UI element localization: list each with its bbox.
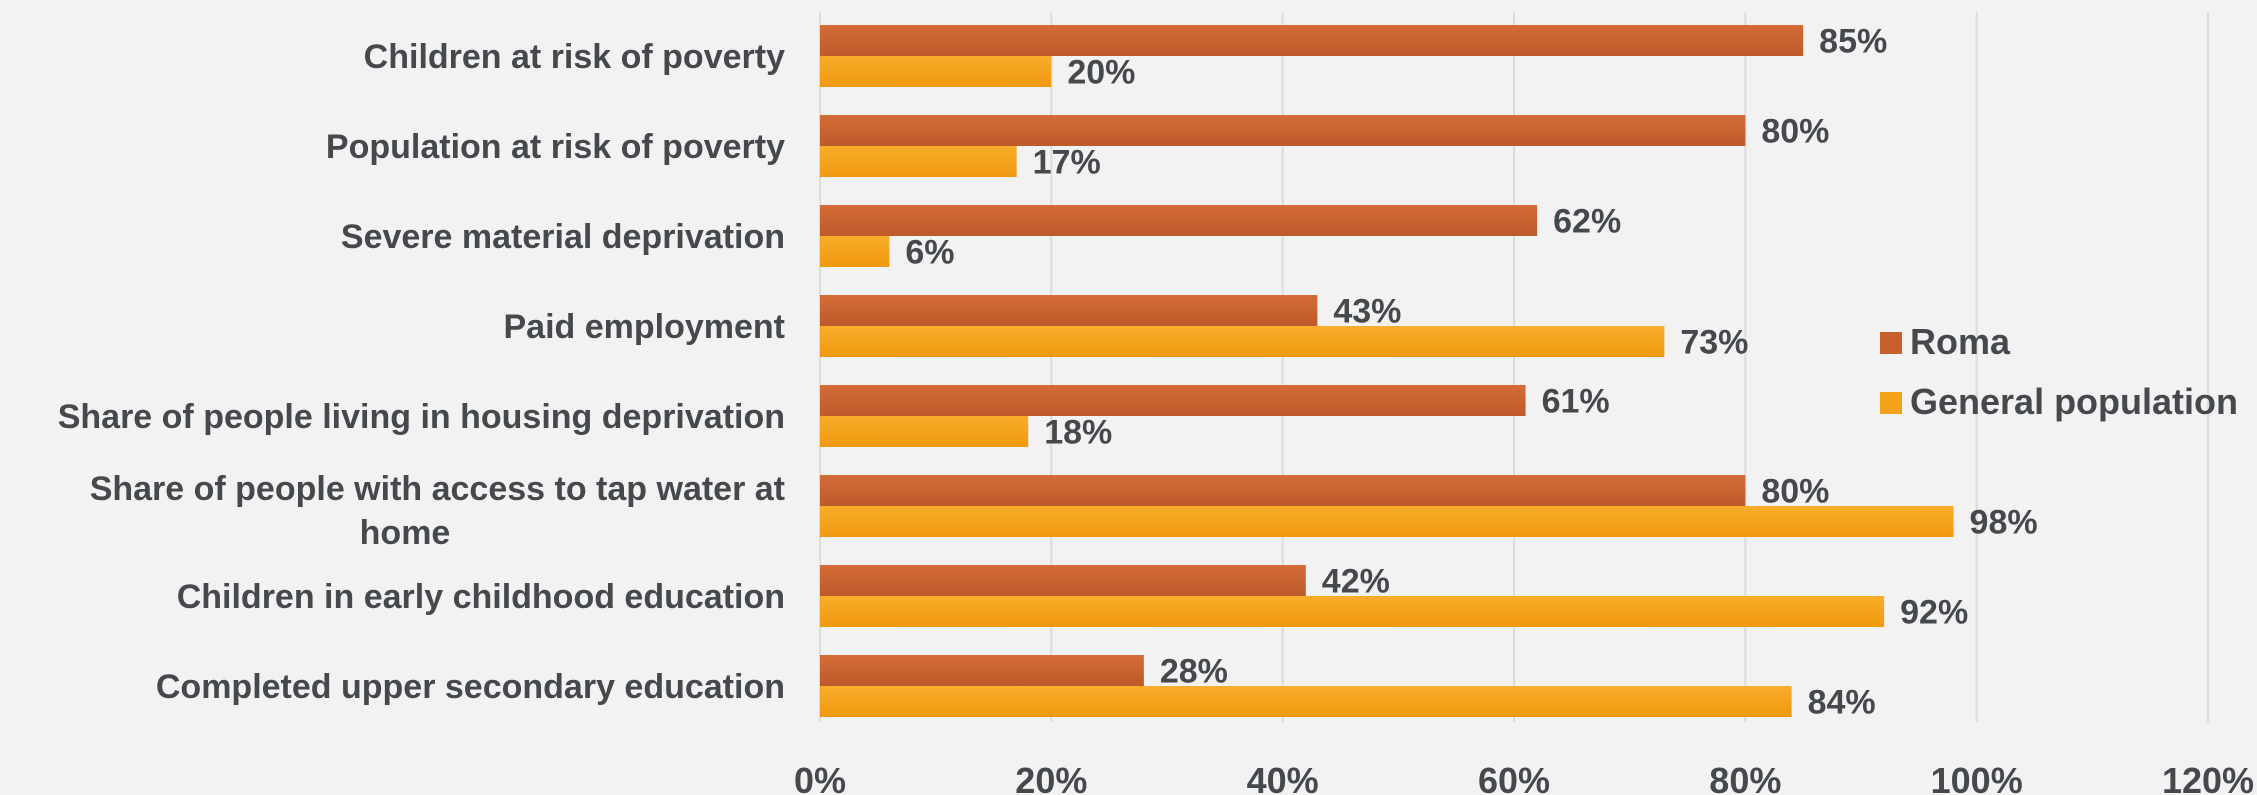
x-tick-label: 100% [1931, 760, 2023, 795]
value-labels: 85% 20% 80% 17% 62% 6% 43% 73% 61% 18% 80% 98% 42% 92… [905, 23, 2037, 722]
bar-general-population [820, 326, 1665, 357]
x-axis-ticks: 0% 20% 40% 60% 80% 100% 120% [794, 760, 2254, 795]
category-labels: Children at risk of poverty Population at… [58, 38, 785, 706]
bar-roma [820, 25, 1804, 56]
bar-general-population [820, 236, 890, 267]
bar-general-population [820, 146, 1017, 177]
data-label-roma: 80% [1761, 113, 1829, 151]
x-tick-label: 20% [1015, 760, 1087, 795]
bar-roma [820, 385, 1526, 416]
bar-general-population [820, 596, 1885, 627]
bar-general-population [820, 686, 1792, 717]
data-label-general-population: 17% [1033, 144, 1101, 182]
bar-roma [820, 295, 1318, 326]
legend-swatch-roma [1880, 332, 1902, 354]
x-tick-label: 0% [794, 760, 846, 795]
legend: Roma General population [1880, 321, 2238, 422]
data-label-general-population: 6% [905, 234, 954, 272]
bars [820, 25, 1954, 717]
bar-roma [820, 115, 1746, 146]
data-label-roma: 28% [1160, 653, 1228, 691]
data-label-general-population: 92% [1900, 594, 1968, 632]
legend-label-roma: Roma [1910, 321, 2011, 362]
legend-swatch-general-population [1880, 392, 1902, 414]
x-tick-label: 60% [1478, 760, 1550, 795]
data-label-general-population: 98% [1970, 504, 2038, 542]
data-label-general-population: 73% [1680, 324, 1748, 362]
x-tick-label: 40% [1247, 760, 1319, 795]
bar-roma [820, 205, 1538, 236]
category-label: Share of people with access to tap water… [90, 470, 785, 508]
category-label: Severe material deprivation [341, 218, 785, 256]
category-label: Share of people living in housing depriv… [58, 398, 785, 436]
bar-roma [820, 475, 1746, 506]
category-label: Children at risk of poverty [364, 38, 785, 76]
x-tick-label: 120% [2162, 760, 2254, 795]
data-label-roma: 42% [1322, 563, 1390, 601]
data-label-roma: 85% [1819, 23, 1887, 61]
data-label-general-population: 20% [1067, 54, 1135, 92]
category-label: Completed upper secondary education [156, 668, 785, 706]
category-label: Population at risk of poverty [326, 128, 785, 166]
bar-general-population [820, 56, 1052, 87]
data-label-roma: 80% [1761, 473, 1829, 511]
category-label-continued: home [360, 514, 451, 552]
bar-roma [820, 655, 1144, 686]
bar-general-population [820, 506, 1954, 537]
bar-roma [820, 565, 1306, 596]
data-label-general-population: 18% [1044, 414, 1112, 452]
category-label: Children in early childhood education [177, 578, 785, 616]
data-label-general-population: 84% [1808, 684, 1876, 722]
legend-label-general-population: General population [1910, 381, 2238, 422]
data-label-roma: 62% [1553, 203, 1621, 241]
x-tick-label: 80% [1709, 760, 1781, 795]
category-label: Paid employment [503, 308, 785, 346]
data-label-roma: 43% [1333, 293, 1401, 331]
data-label-roma: 61% [1542, 383, 1610, 421]
bar-general-population [820, 416, 1029, 447]
